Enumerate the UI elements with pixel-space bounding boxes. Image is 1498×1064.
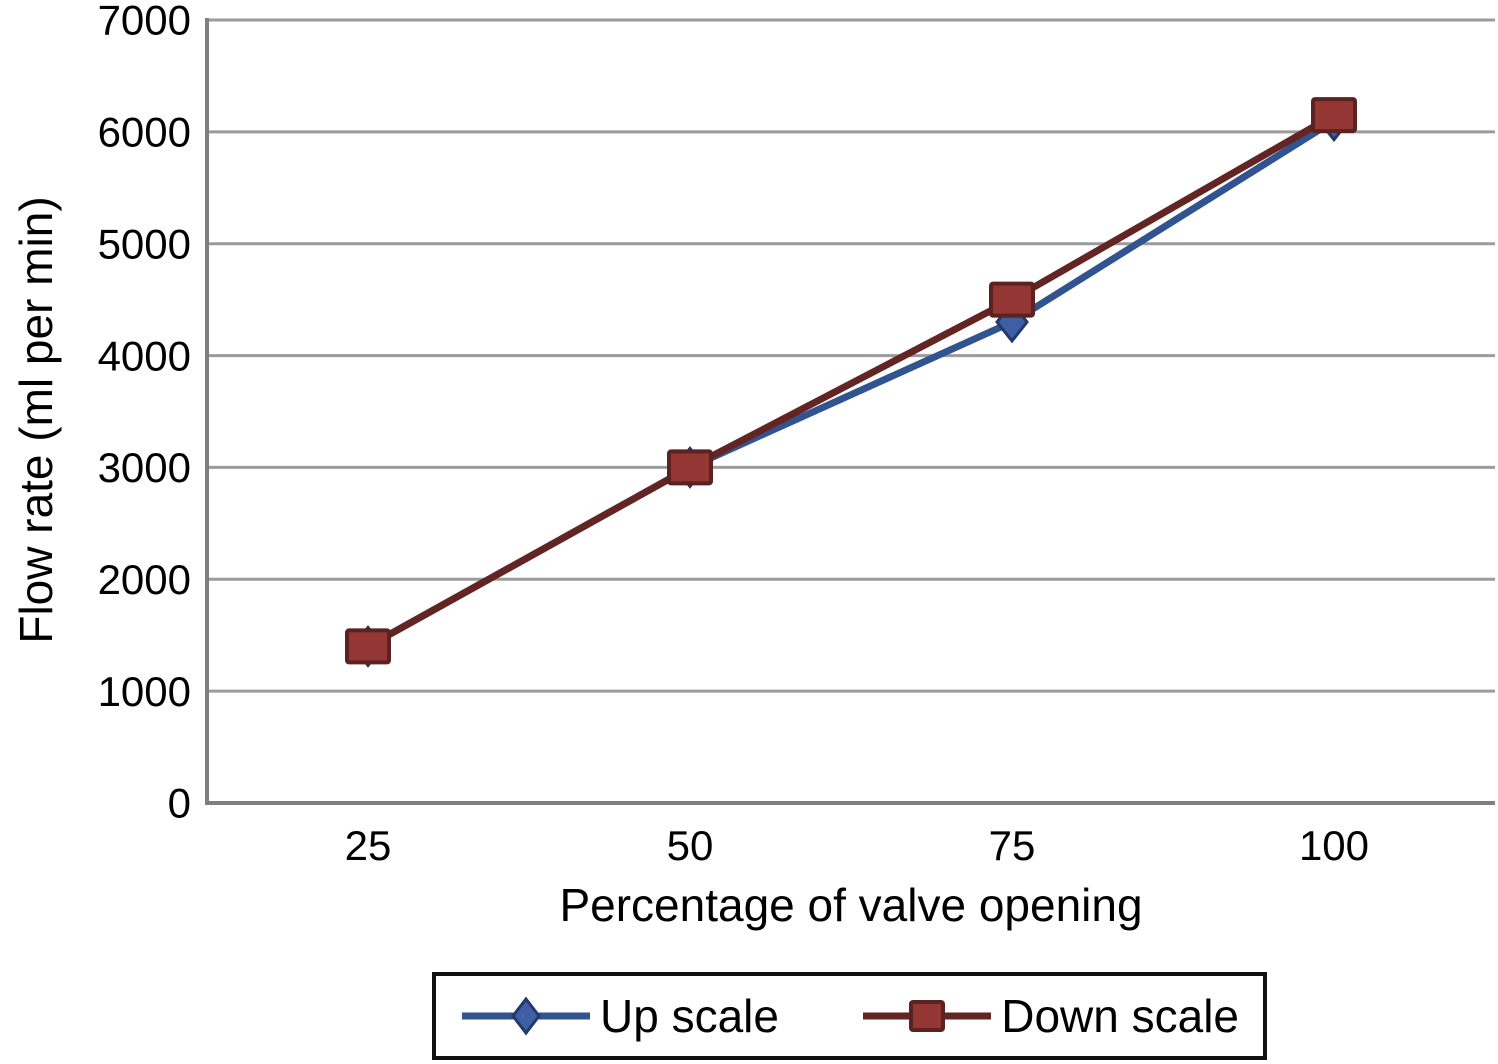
legend-label-up-scale: Up scale — [600, 990, 779, 1042]
square-marker — [667, 449, 713, 486]
x-tick-label: 25 — [345, 822, 392, 869]
y-tick-label: 2000 — [98, 556, 191, 603]
x-tick-label: 100 — [1299, 822, 1369, 869]
legend-item-up-scale: Up scale — [460, 989, 779, 1043]
legend-item-down-scale: Down scale — [861, 989, 1239, 1043]
y-tick-label: 0 — [168, 780, 191, 827]
x-axis-title: Percentage of valve opening — [559, 879, 1143, 931]
x-tick-label: 50 — [667, 822, 714, 869]
y-tick-label: 5000 — [98, 220, 191, 267]
series-line-down-scale — [366, 112, 1336, 650]
square-marker — [1311, 97, 1357, 134]
square-marker — [909, 1000, 946, 1032]
legend: Up scale Down scale — [432, 972, 1267, 1060]
y-tick-label: 6000 — [98, 109, 191, 156]
y-tick-label: 1000 — [98, 668, 191, 715]
y-tick-label: 3000 — [98, 444, 191, 491]
up-scale-line-diamond-icon — [462, 996, 590, 1036]
y-tick-label: 4000 — [98, 332, 191, 379]
down-scale-line-square-icon — [863, 1000, 992, 1032]
x-tick-label: 75 — [989, 822, 1036, 869]
square-marker — [989, 281, 1035, 318]
square-marker — [345, 628, 391, 665]
y-axis-title: Flow rate (ml per min) — [10, 196, 62, 644]
legend-label-down-scale: Down scale — [1001, 990, 1239, 1042]
y-tick-label: 7000 — [98, 0, 191, 44]
diamond-marker — [511, 996, 541, 1036]
